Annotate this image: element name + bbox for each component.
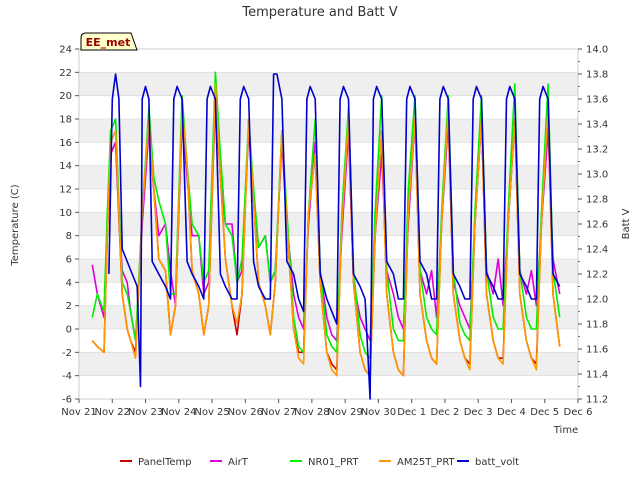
x-tick-label: Nov 22	[95, 407, 130, 418]
x-tick-label: Dec 3	[464, 407, 493, 418]
right-tick-label: 14.0	[586, 45, 608, 56]
right-tick-label: 12.8	[586, 195, 608, 206]
x-tick-label: Nov 25	[194, 407, 229, 418]
right-tick-label: 13.6	[586, 95, 608, 106]
right-tick-label: 11.6	[586, 345, 608, 356]
right-tick-label: 11.2	[586, 395, 608, 406]
right-tick-label: 13.2	[586, 145, 608, 156]
legend-label: batt_volt	[475, 457, 519, 468]
station-badge-label: EE_met	[86, 36, 131, 49]
grid-band	[79, 375, 578, 399]
left-tick-label: -4	[62, 371, 72, 382]
left-tick-label: 18	[59, 115, 72, 126]
legend: PanelTemp AirT NR01_PRT AM25T_PRT batt_volt	[120, 457, 519, 468]
grid-band	[79, 119, 578, 143]
right-tick-label: 11.8	[586, 320, 608, 331]
x-tick-label: Nov 30	[361, 407, 396, 418]
grid-band	[79, 212, 578, 236]
x-tick-label: Nov 23	[128, 407, 163, 418]
x-tick-label: Nov 24	[161, 407, 196, 418]
grid-band	[79, 165, 578, 189]
x-tick-label: Nov 21	[61, 407, 96, 418]
right-axis-ticks: 11.2 11.4 11.6 11.8 12.0 12.2 12.4 12.6 12.8 13.0…	[578, 45, 608, 406]
left-tick-label: 22	[59, 68, 72, 79]
series-line-nr01-prt	[91, 71, 561, 360]
right-tick-label: 13.0	[586, 170, 608, 181]
legend-label: AirT	[228, 457, 249, 468]
grid-band	[79, 189, 578, 213]
left-tick-label: 2	[66, 301, 72, 312]
chart-title: Temperature and Batt V	[241, 5, 397, 20]
left-tick-label: 14	[59, 161, 72, 172]
series-line-am25t-prt	[91, 83, 561, 377]
grid-band	[79, 352, 578, 376]
right-tick-label: 13.4	[586, 120, 608, 131]
left-tick-label: 12	[59, 185, 72, 196]
left-tick-label: 24	[59, 45, 72, 56]
legend-label: PanelTemp	[138, 457, 192, 468]
grid-band	[79, 49, 578, 73]
right-tick-label: 12.0	[586, 295, 608, 306]
right-tick-label: 12.2	[586, 270, 608, 281]
x-tick-label: Dec 2	[430, 407, 459, 418]
left-tick-label: 10	[59, 208, 72, 219]
x-tick-label: Dec 6	[564, 407, 593, 418]
grid-band	[79, 95, 578, 119]
series-layer	[91, 71, 561, 400]
x-tick-label: Nov 27	[261, 407, 296, 418]
right-axis-label: Batt V	[621, 208, 632, 239]
grid-band	[79, 142, 578, 166]
right-tick-label: 12.6	[586, 220, 608, 231]
left-tick-label: 8	[66, 231, 72, 242]
left-tick-label: 0	[66, 325, 72, 336]
grid-band	[79, 305, 578, 329]
left-tick-label: 6	[66, 255, 72, 266]
grid-band	[79, 72, 578, 96]
left-tick-label: 20	[59, 91, 72, 102]
right-tick-label: 13.8	[586, 70, 608, 81]
left-tick-label: -2	[62, 348, 72, 359]
series-line-batt-volt	[108, 73, 561, 400]
x-axis-label: Time	[553, 425, 578, 436]
left-tick-label: 4	[66, 278, 72, 289]
left-tick-label: -6	[62, 395, 72, 406]
legend-label: AM25T_PRT	[397, 457, 456, 468]
right-tick-label: 12.4	[586, 245, 608, 256]
x-tick-label: Nov 28	[294, 407, 329, 418]
left-tick-label: 16	[59, 138, 72, 149]
x-tick-label: Dec 1	[397, 407, 426, 418]
x-tick-label: Nov 29	[327, 407, 362, 418]
station-badge-shape	[80, 32, 138, 51]
x-tick-label: Nov 26	[228, 407, 263, 418]
right-tick-label: 11.4	[586, 370, 608, 381]
legend-label: NR01_PRT	[308, 457, 359, 468]
x-tick-label: Dec 5	[530, 407, 559, 418]
station-badge: EE_met	[80, 32, 138, 51]
x-tick-label: Dec 4	[497, 407, 526, 418]
left-axis-label: Temperature (C)	[10, 184, 21, 266]
